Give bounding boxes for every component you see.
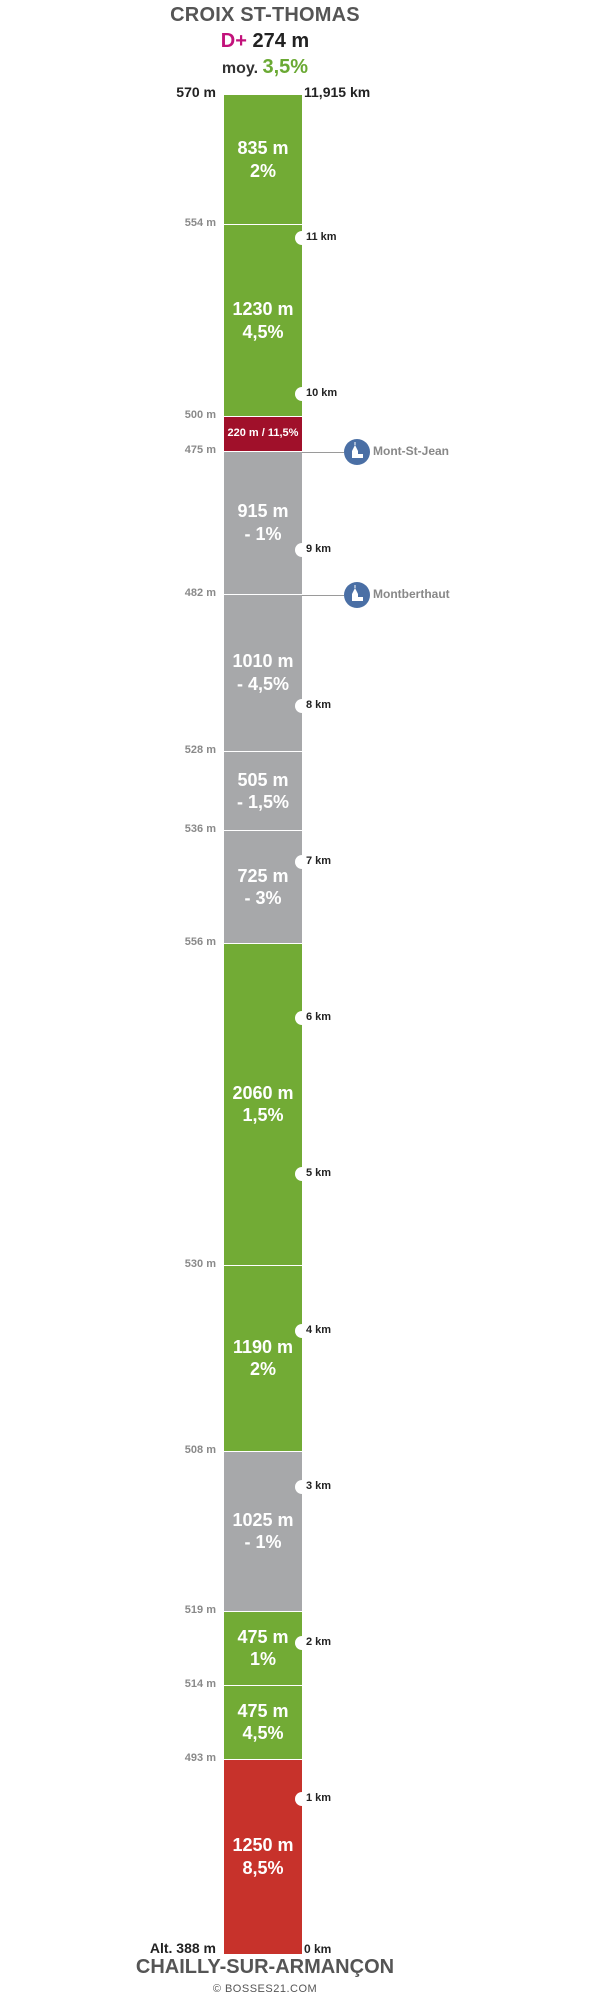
segment-grade: 2%: [249, 1359, 276, 1380]
elevation-gain: D+ 274 m: [0, 30, 530, 53]
altitude-label: 530 m: [184, 1257, 216, 1270]
altitude-label: 493 m: [184, 1751, 216, 1764]
top-altitude: 570 m: [176, 84, 216, 100]
km-marker-label: 4 km: [306, 1323, 332, 1336]
segment-length: 2060 m: [232, 1082, 294, 1103]
km-marker-label: 8 km: [306, 699, 332, 712]
km-marker-label: 2 km: [306, 1635, 332, 1648]
km-marker-label: 3 km: [306, 1479, 332, 1492]
km-marker-knob: [295, 230, 309, 245]
place-leader-line: [302, 594, 344, 596]
segment-grade: - 1%: [244, 1532, 282, 1553]
segment-grade: - 3%: [244, 888, 282, 909]
gain-prefix: D+: [220, 30, 247, 52]
summit-name: CROIX ST-THOMAS: [170, 4, 360, 26]
segment-length: 475 m: [237, 1626, 289, 1647]
segment-length: 915 m: [237, 501, 289, 522]
km-marker-label: 6 km: [306, 1011, 332, 1024]
km-marker-knob: [295, 1791, 309, 1806]
km-marker-knob: [295, 543, 309, 558]
segment-length: 1025 m: [232, 1509, 294, 1530]
segment-grade: 8,5%: [242, 1857, 284, 1878]
km-marker-knob: [295, 1011, 309, 1026]
altitude-label: 556 m: [184, 936, 216, 949]
profile-track: 835 m 2% 1230 m 4,5% 220 m / 11,5% 915 m- 1% 1…: [224, 95, 302, 1955]
segment-climb: 475 m 1%: [224, 1611, 302, 1686]
altitude-label: 508 m: [184, 1443, 216, 1456]
km-marker-knob: [295, 1167, 309, 1182]
avg-value: 3,5%: [262, 56, 309, 78]
segment-grade: 4,5%: [242, 1723, 284, 1744]
altitude-label: 500 m: [184, 409, 216, 422]
km-marker-knob: [295, 855, 309, 870]
altitude-label: 528 m: [184, 744, 216, 757]
km-marker-knob: [295, 699, 309, 714]
segment-grade: 1%: [249, 1649, 276, 1670]
segment-length: 475 m: [237, 1700, 289, 1721]
segment-very_steep: 220 m / 11,5%: [224, 417, 302, 452]
start-distance: 0 km: [304, 1942, 332, 1956]
segment-steep: 1250 m 8,5%: [224, 1759, 302, 1955]
altitude-label: 482 m: [184, 586, 216, 599]
start-altitude: Alt. 388 m: [149, 1940, 216, 1956]
segment-length: 1010 m: [232, 651, 294, 672]
segment-length: 505 m: [237, 769, 289, 790]
km-marker-label: 5 km: [306, 1167, 332, 1180]
segment-climb: 1230 m 4,5%: [224, 225, 302, 418]
segment-length: 220 m / 11,5%: [227, 427, 299, 440]
altitude-label: 536 m: [184, 823, 216, 836]
start-name: CHAILLY-SUR-ARMANÇON: [135, 1956, 395, 1978]
km-marker-label: 11 km: [306, 230, 337, 243]
place-name: Mont-St-Jean: [373, 443, 449, 458]
segment-grade: - 4,5%: [236, 673, 290, 694]
segment-flat: 915 m- 1%: [224, 451, 302, 595]
gain-value: 274 m: [252, 30, 310, 52]
km-marker-knob: [295, 386, 309, 401]
segment-grade: 4,5%: [242, 321, 284, 342]
place-leader-line: [302, 451, 344, 453]
church-icon: [344, 581, 370, 608]
segment-length: 1250 m: [232, 1835, 294, 1856]
average-grade: moy. 3,5%: [0, 56, 530, 79]
segment-length: 1190 m: [232, 1336, 294, 1357]
altitude-label: 554 m: [184, 217, 216, 230]
segment-flat: 1010 m- 4,5%: [224, 594, 302, 753]
segment-length: 725 m: [237, 865, 289, 886]
segment-climb: 1190 m 2%: [224, 1265, 302, 1452]
segment-grade: - 1,5%: [236, 792, 290, 813]
km-marker-label: 7 km: [306, 855, 332, 868]
km-marker-label: 1 km: [306, 1791, 332, 1804]
km-marker-knob: [295, 1635, 309, 1650]
segment-flat: 1025 m- 1%: [224, 1451, 302, 1612]
altitude-label: 514 m: [184, 1677, 216, 1690]
altitude-label: 475 m: [184, 443, 216, 456]
place-name: Montberthaut: [373, 586, 450, 601]
segment-grade: - 1%: [244, 523, 282, 544]
avg-prefix: moy.: [221, 60, 259, 77]
km-marker-label: 10 km: [306, 386, 338, 399]
segment-flat: 725 m- 3%: [224, 831, 302, 945]
segment-length: 1230 m: [232, 299, 294, 320]
segment-grade: 2%: [249, 160, 276, 181]
km-marker-knob: [295, 1479, 309, 1494]
segment-flat: 505 m- 1,5%: [224, 752, 302, 832]
segment-climb: 2060 m 1,5%: [224, 944, 302, 1266]
km-marker-knob: [295, 1323, 309, 1338]
segment-grade: 1,5%: [242, 1105, 284, 1126]
km-marker-label: 9 km: [306, 543, 332, 556]
segment-length: 835 m: [237, 138, 289, 159]
credit: © BOSSES21.COM: [212, 1983, 318, 1995]
segment-climb: 835 m 2%: [224, 95, 302, 226]
church-icon: [344, 438, 370, 465]
segment-climb: 475 m 4,5%: [224, 1685, 302, 1760]
altitude-label: 519 m: [184, 1603, 216, 1616]
total-distance: 11,915 km: [304, 84, 371, 100]
